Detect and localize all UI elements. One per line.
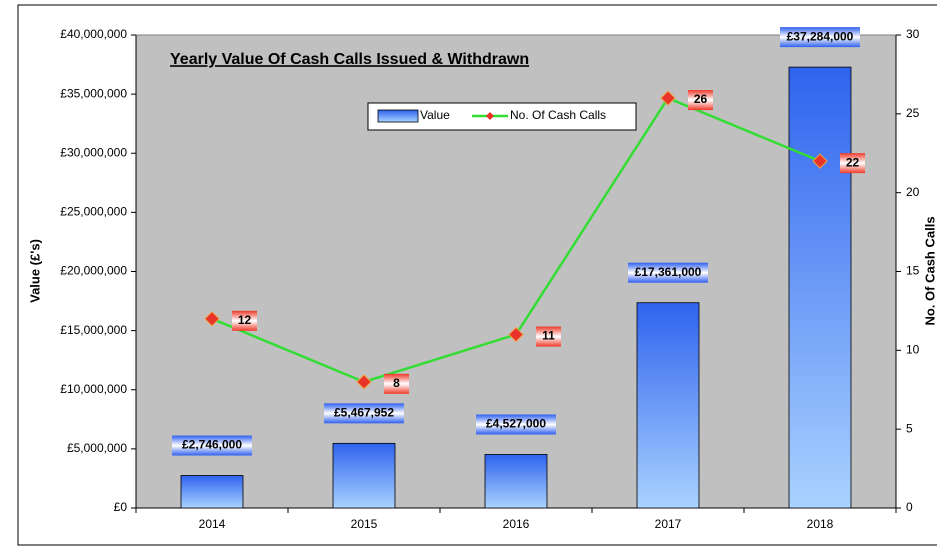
value-label: £37,284,000 [787, 29, 854, 43]
y-tick-label: £20,000,000 [60, 264, 127, 278]
y-axis-title: Value (£'s) [27, 239, 42, 303]
marker [356, 374, 372, 390]
data-label: 22 [846, 155, 860, 169]
y-tick-label: £0 [114, 500, 128, 514]
value-label-box [628, 262, 708, 283]
bar [332, 442, 396, 509]
y-tick-label: £30,000,000 [60, 145, 127, 159]
marker [204, 311, 220, 327]
y2-tick-label: 15 [906, 264, 920, 278]
data-label: 26 [694, 92, 708, 106]
data-label-box [840, 153, 865, 174]
y2-tick-label: 25 [906, 106, 920, 120]
legend-label: Value [420, 108, 450, 122]
marker [812, 153, 828, 169]
bar [484, 454, 548, 509]
y2-tick-label: 5 [906, 421, 913, 435]
y-tick-label: £5,000,000 [67, 441, 127, 455]
data-label-box [384, 373, 409, 394]
x-tick-label: 2014 [199, 517, 226, 531]
y-tick-label: £40,000,000 [60, 27, 127, 41]
chart-title: Yearly Value Of Cash Calls Issued & With… [170, 51, 529, 68]
value-label: £17,361,000 [635, 265, 702, 279]
value-label: £4,527,000 [486, 417, 546, 431]
legend-label: No. Of Cash Calls [510, 108, 606, 122]
x-tick-label: 2015 [351, 517, 378, 531]
data-label-box [688, 90, 713, 111]
data-label: 12 [238, 313, 252, 327]
y-tick-label: £15,000,000 [60, 323, 127, 337]
value-label-box [780, 27, 860, 48]
value-label-box [172, 435, 252, 456]
value-label: £5,467,952 [334, 406, 394, 420]
y-tick-label: £35,000,000 [60, 86, 127, 100]
bar [788, 66, 852, 509]
value-label: £2,746,000 [182, 438, 242, 452]
y2-axis-title: No. Of Cash Calls [922, 216, 937, 325]
value-label-box [476, 414, 556, 435]
x-tick-label: 2016 [503, 517, 530, 531]
x-tick-label: 2018 [807, 517, 834, 531]
bar [636, 302, 700, 509]
y2-tick-label: 0 [906, 500, 913, 514]
y-tick-label: £10,000,000 [60, 382, 127, 396]
marker [660, 90, 676, 106]
data-label-box [232, 310, 257, 331]
data-label-box [536, 326, 561, 347]
marker [508, 326, 524, 343]
legend-swatch [377, 109, 419, 123]
legend-marker [486, 112, 494, 120]
x-tick-label: 2017 [655, 517, 682, 531]
data-label: 11 [542, 329, 555, 343]
y-tick-label: £25,000,000 [60, 205, 127, 219]
bar [180, 475, 244, 509]
y2-tick-label: 10 [906, 343, 920, 357]
y2-tick-label: 20 [906, 185, 920, 199]
data-label: 8 [393, 376, 400, 390]
y2-tick-label: 30 [906, 27, 920, 41]
value-label-box [324, 403, 404, 424]
